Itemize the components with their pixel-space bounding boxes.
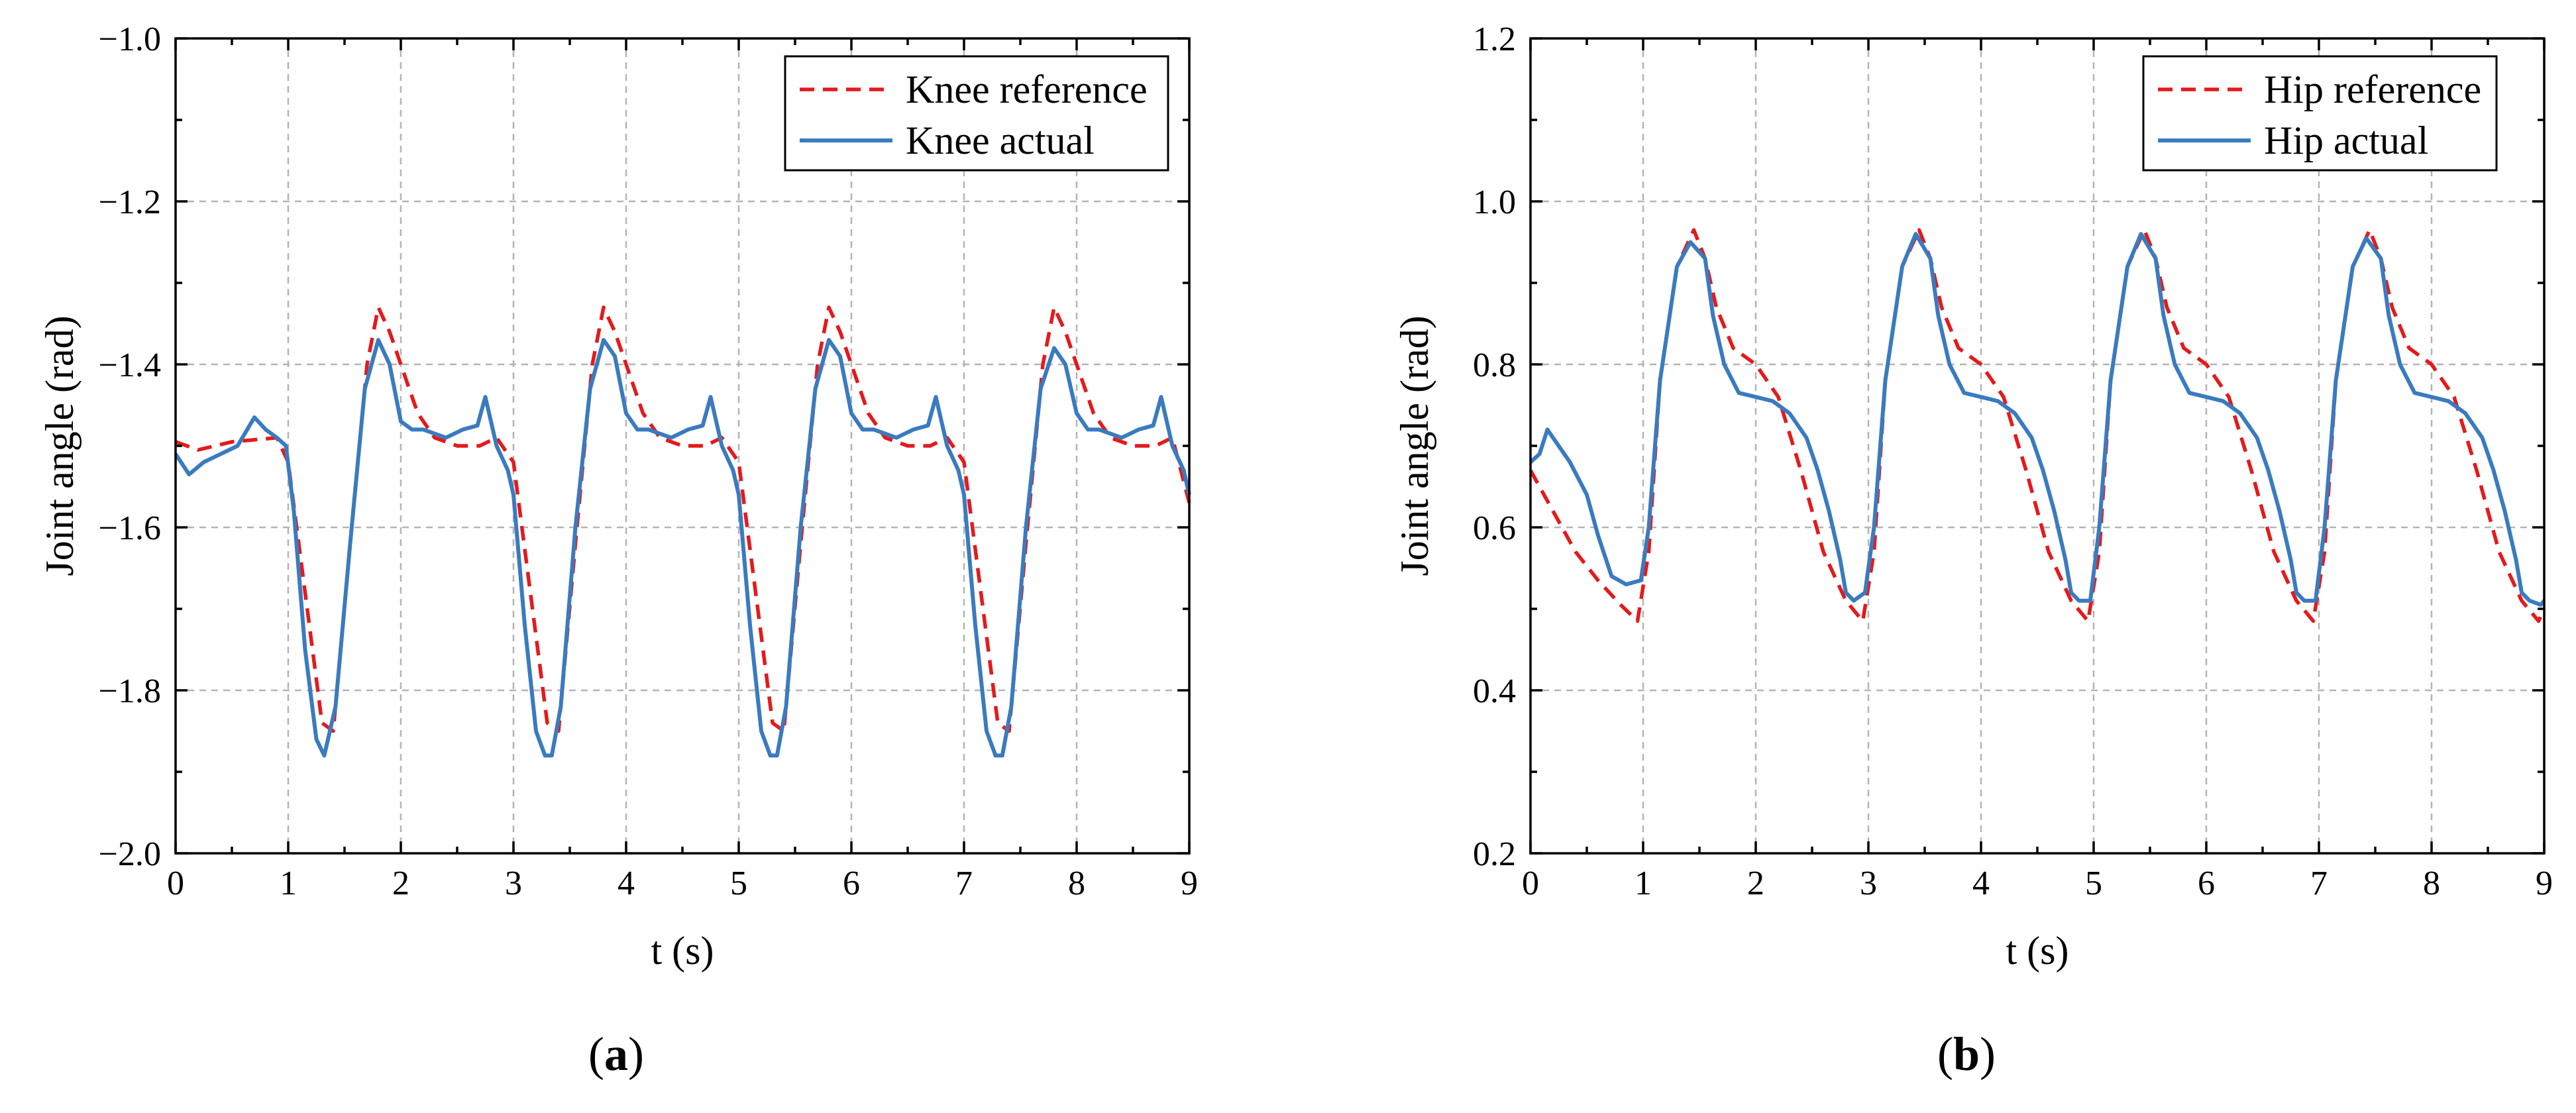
x-tick-label: 8: [1068, 865, 1085, 902]
panel-b: 0 1 2 3 4 5 6 7 8 9 0.2 0.4 0.6 0.8 1.0 1.2 t (s) Joint…: [1393, 21, 2553, 1081]
y-tick-label: 0.8: [1473, 346, 1516, 384]
legend-box: [2142, 55, 2498, 172]
axis-ticks: 0 1 2 3 4 5 6 7 8 9 0.2 0.4 0.6 0.8 1.0 1.2: [1473, 21, 2553, 902]
y-tick-label: −1.6: [99, 509, 161, 547]
x-tick-label: 0: [1522, 865, 1539, 902]
legend: Knee reference Knee actual: [784, 55, 1169, 172]
x-tick-label: 7: [2310, 865, 2328, 902]
series-line-hip-actual: [1529, 232, 2546, 607]
series-line-knee-actual: [174, 338, 1191, 758]
series-layer: [174, 305, 1191, 758]
x-tick-label: 5: [2085, 865, 2102, 902]
x-axis-title: t (s): [651, 929, 714, 973]
x-tick-label: 4: [617, 865, 635, 902]
x-tick-label: 1: [280, 865, 297, 902]
legend-label-knee-reference: Knee reference: [906, 68, 1148, 111]
grid-lines: [176, 38, 1189, 853]
legend: Hip reference Hip actual: [2142, 55, 2498, 172]
y-tick-label: −1.2: [99, 184, 161, 221]
y-axis-title: Joint angle (rad): [1393, 315, 1436, 576]
legend-box: [784, 55, 1169, 172]
panel-label-letter: a: [604, 1028, 628, 1081]
x-tick-label: 6: [843, 865, 860, 902]
y-tick-label: −2.0: [99, 835, 161, 873]
x-tick-label: 6: [2198, 865, 2215, 902]
grid-lines: [1530, 38, 2544, 853]
panel-a: 0 1 2 3 4 5 6 7 8 9 −2.0 −1.8 −1.6 −1.4 −1.2 −1.0 t (s)…: [38, 21, 1198, 1081]
y-tick-label: 1.2: [1473, 21, 1516, 58]
x-tick-label: 8: [2423, 865, 2440, 902]
x-tick-label: 9: [2536, 865, 2553, 902]
x-tick-label: 3: [505, 865, 522, 902]
y-tick-label: 1.0: [1473, 184, 1516, 221]
x-tick-label: 5: [730, 865, 747, 902]
panel-label: (b): [1937, 1028, 1996, 1081]
y-tick-label: −1.4: [99, 346, 161, 384]
x-tick-label: 0: [167, 865, 184, 902]
x-tick-label: 3: [1860, 865, 1877, 902]
y-tick-label: −1.0: [99, 21, 161, 58]
panel-label-letter: b: [1953, 1028, 1980, 1081]
y-tick-label: 0.2: [1473, 835, 1516, 873]
x-tick-label: 7: [955, 865, 973, 902]
y-tick-label: 0.4: [1473, 672, 1516, 710]
legend-label-hip-actual: Hip actual: [2264, 119, 2428, 162]
panel-label: (a): [588, 1028, 644, 1081]
legend-label-knee-actual: Knee actual: [906, 119, 1095, 162]
y-axis-title: Joint angle (rad): [38, 315, 81, 576]
series-line-hip-reference: [1529, 228, 2546, 623]
y-tick-label: −1.8: [99, 672, 161, 710]
y-tick-label: 0.6: [1473, 509, 1516, 547]
x-tick-label: 1: [1635, 865, 1652, 902]
series-layer: [1529, 228, 2546, 623]
x-tick-label: 2: [1747, 865, 1764, 902]
legend-label-hip-reference: Hip reference: [2264, 68, 2481, 111]
x-axis-title: t (s): [2006, 929, 2069, 973]
x-tick-label: 2: [392, 865, 409, 902]
x-tick-label: 9: [1181, 865, 1198, 902]
axis-ticks: 0 1 2 3 4 5 6 7 8 9 −2.0 −1.8 −1.6 −1.4 −1.2 −1.0: [99, 21, 1198, 902]
x-tick-label: 4: [1972, 865, 1990, 902]
